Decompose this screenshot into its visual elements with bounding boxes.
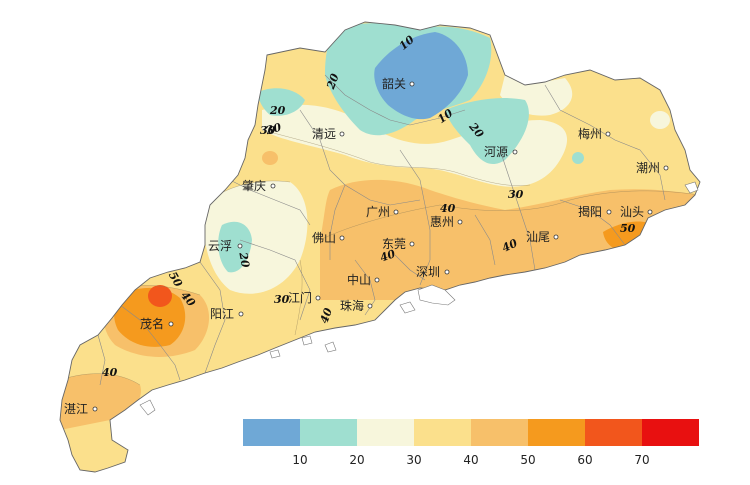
legend-tick-labels: 10 20 30 40 50 60 70 <box>292 453 649 467</box>
city-name: 汕头 <box>620 205 644 219</box>
city-name: 东莞 <box>382 237 406 251</box>
contour-label: 40 <box>318 306 336 325</box>
city-name: 清远 <box>312 127 336 141</box>
city-marker: 东莞 <box>382 237 415 251</box>
city-marker: 佛山 <box>312 231 345 245</box>
legend-tick-label: 60 <box>577 453 592 467</box>
offshore-islands <box>139 181 699 416</box>
city-marker: 深圳 <box>416 265 450 279</box>
contour-label: 20 <box>324 72 342 92</box>
city-name: 广州 <box>366 205 390 219</box>
legend-tick-label: 70 <box>634 453 649 467</box>
legend-swatch <box>243 419 300 446</box>
city-marker: 汕尾 <box>526 230 559 244</box>
city-marker: 梅州 <box>578 126 611 141</box>
city-name: 中山 <box>347 272 371 287</box>
city-marker: 阳江 <box>210 307 244 321</box>
legend-swatch <box>471 419 528 446</box>
city-name: 惠州 <box>430 215 454 229</box>
contour-label: 50 <box>620 222 636 235</box>
city-name: 汕尾 <box>526 230 550 244</box>
legend-swatch <box>300 419 357 446</box>
legend-swatch <box>357 419 414 446</box>
legend-tick-label: 30 <box>406 453 421 467</box>
city-marker: 湛江 <box>64 402 98 416</box>
city-name: 湛江 <box>64 402 88 416</box>
city-marker: 肇庆 <box>242 178 276 193</box>
legend-swatch <box>414 419 471 446</box>
city-name: 江门 <box>288 290 312 305</box>
city-marker: 云浮 <box>208 239 243 253</box>
city-marker: 揭阳 <box>578 204 612 219</box>
city-name: 珠海 <box>340 298 364 313</box>
city-marker: 中山 <box>347 272 380 287</box>
legend-tick-label: 50 <box>520 453 535 467</box>
contour-label: 30 <box>274 293 290 306</box>
legend-color-bar <box>243 419 699 446</box>
legend-swatch <box>585 419 642 446</box>
city-marker: 汕头 <box>620 205 653 219</box>
contour-label: 40 <box>378 247 397 265</box>
contour-label: 30 <box>260 124 276 137</box>
contour-label: 20 <box>269 104 286 117</box>
city-name: 韶关 <box>382 76 406 91</box>
city-name: 茂名 <box>140 316 164 331</box>
city-name: 肇庆 <box>242 178 266 193</box>
legend-swatch <box>528 419 585 446</box>
city-name: 河源 <box>484 145 508 159</box>
contour-label: 20 <box>236 250 252 269</box>
city-name: 梅州 <box>578 126 602 141</box>
contour-label: 30 <box>508 188 524 201</box>
legend-tick-label: 40 <box>463 453 478 467</box>
city-marker: 韶关 <box>382 76 415 91</box>
city-marker: 广州 <box>366 205 399 219</box>
city-marker: 清远 <box>312 127 345 141</box>
city-marker: 惠州 <box>430 215 463 229</box>
city-name: 阳江 <box>210 307 234 321</box>
contour-label: 30 <box>265 121 283 138</box>
city-name: 深圳 <box>416 265 440 279</box>
city-marker: 潮州 <box>636 160 669 175</box>
city-name: 潮州 <box>636 160 660 175</box>
legend-swatch <box>642 419 699 446</box>
city-marker: 茂名 <box>140 316 174 331</box>
city-marker: 江门 <box>288 290 321 305</box>
city-labels: 韶关 清远 河源 梅州 潮州 肇庆 广州 惠州 揭阳 汕头 云浮 佛山 东莞 汕… <box>64 76 669 416</box>
contour-label: 40 <box>440 202 456 215</box>
contour-label: 40 <box>102 366 118 379</box>
city-marker: 河源 <box>484 145 518 159</box>
city-name: 佛山 <box>312 231 336 245</box>
contour-label: 40 <box>500 236 520 254</box>
city-name: 揭阳 <box>578 204 602 219</box>
city-marker: 珠海 <box>340 298 373 313</box>
city-name: 云浮 <box>208 239 232 253</box>
legend-tick-label: 20 <box>349 453 364 467</box>
legend-tick-label: 10 <box>292 453 307 467</box>
